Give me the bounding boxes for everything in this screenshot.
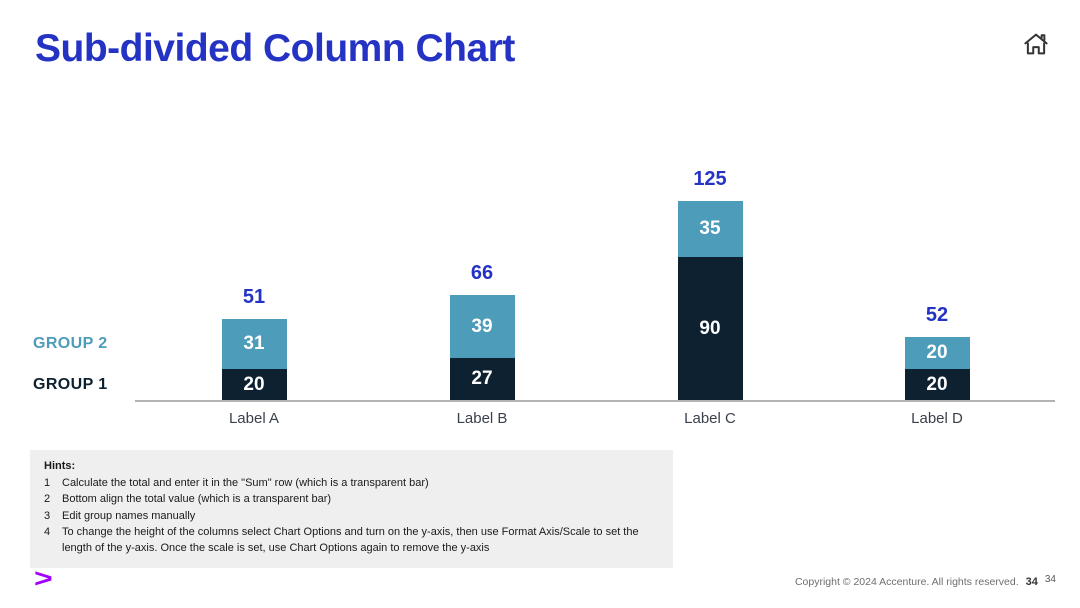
footer: Copyright © 2024 Accenture. All rights r… [794,574,1056,588]
hint-text: To change the height of the columns sele… [62,525,639,555]
segment-group-1: 27 [449,357,515,401]
total-label: 66 [470,262,494,285]
accenture-logo-icon: > [34,563,53,593]
page-title: Sub-divided Column Chart [35,27,515,70]
legend-group-1: GROUP 1 [33,376,108,393]
column-label-d: 20 20 52 Label D [904,0,970,427]
column-label-a: 20 31 51 Label A [221,0,287,427]
segment-group-2: 39 [449,295,515,358]
subdivided-column-chart: GROUP 2 GROUP 1 20 31 51 Label A 27 39 66 Label… [33,0,1055,427]
hint-number: 3 [44,509,51,522]
x-axis-tick-label: Label D [911,410,963,427]
x-axis-tick-label: Label B [456,410,508,427]
hint-number: 4 [44,525,51,538]
hints-heading: Hints: [44,460,76,472]
hint-text: Calculate the total and enter it in the … [62,477,429,489]
total-label: 52 [925,304,949,326]
hints-box: Hints: 1 Calculate the total and enter it… [30,450,673,569]
x-axis-tick-label: Label C [684,410,736,427]
hint-text: Bottom align the total value (which is a… [62,493,332,506]
segment-group-1: 20 [221,369,287,401]
page-number-secondary: 34 [1044,574,1056,585]
hint-item: 2 Bottom align the total value (which is … [44,491,659,507]
column-label-b: 27 39 66 Label B [449,0,515,427]
hints-list: 1 Calculate the total and enter it in the… [44,475,659,556]
page-number: 34 [1025,576,1038,588]
hint-item: 3 Edit group names manually [44,508,659,524]
copyright-text: Copyright © 2024 Accenture. All rights r… [794,576,1019,588]
segment-group-2: 31 [221,319,287,369]
segment-group-1: 20 [904,369,970,401]
segment-group-2: 20 [904,337,970,369]
hint-number: 1 [44,477,51,489]
x-axis-line [135,400,1055,402]
home-icon[interactable] [1020,28,1052,60]
column-label-c: 90 35 125 Label C [677,0,743,427]
hint-item: 1 Calculate the total and enter it in the… [44,475,659,491]
total-label: 51 [242,286,266,309]
x-axis-tick-label: Label A [228,410,280,427]
legend-group-2: GROUP 2 [33,335,108,353]
hint-item: 4 To change the height of the columns sel… [44,524,659,557]
total-label: 125 [693,168,727,190]
hint-number: 2 [44,493,51,506]
hint-text: Edit group names manually [62,509,196,522]
segment-group-2: 35 [677,201,743,257]
segment-group-1: 90 [677,257,743,401]
